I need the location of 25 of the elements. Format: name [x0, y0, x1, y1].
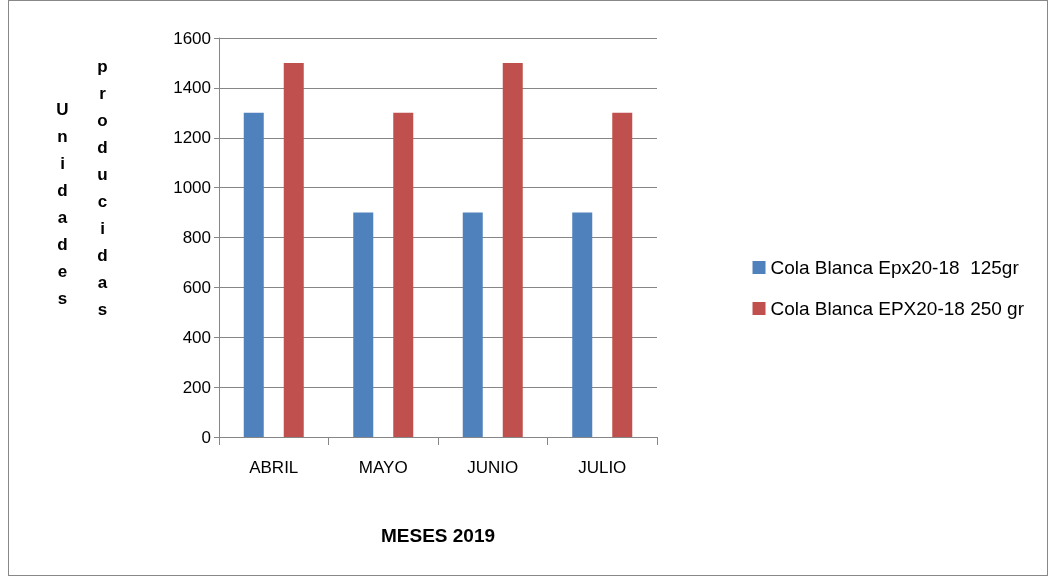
y-tick-label: 800 — [182, 228, 211, 247]
legend-label: Cola Blanca EPX20-18 250 gr — [770, 298, 1025, 319]
bar — [502, 62, 523, 437]
bar — [393, 112, 414, 437]
y-tick-label: 1600 — [173, 28, 211, 48]
y-tick-label: 400 — [182, 327, 211, 347]
x-tick-label: JULIO — [578, 458, 627, 477]
bar — [283, 62, 304, 437]
x-tick-label: MAYO — [358, 458, 408, 477]
x-tick-label: JUNIO — [467, 458, 519, 477]
bar — [462, 212, 483, 437]
bar — [243, 112, 264, 437]
y-tick-label: 600 — [182, 277, 211, 297]
bar — [612, 112, 633, 437]
bar — [572, 212, 593, 437]
legend-label: Cola Blanca Epx20-18 125gr — [770, 257, 1020, 278]
bar — [353, 212, 374, 437]
text: Unidades producidas — [53, 57, 112, 327]
x-axis-title: MESES 2019 — [381, 525, 496, 546]
y-tick-label: 1400 — [173, 78, 211, 98]
y-tick-label: 0 — [201, 427, 211, 447]
x-tick-label: ABRIL — [249, 458, 299, 477]
y-tick-label: 1000 — [173, 178, 211, 198]
y-tick-label: 1200 — [173, 128, 211, 148]
y-tick-label: 200 — [182, 377, 211, 397]
